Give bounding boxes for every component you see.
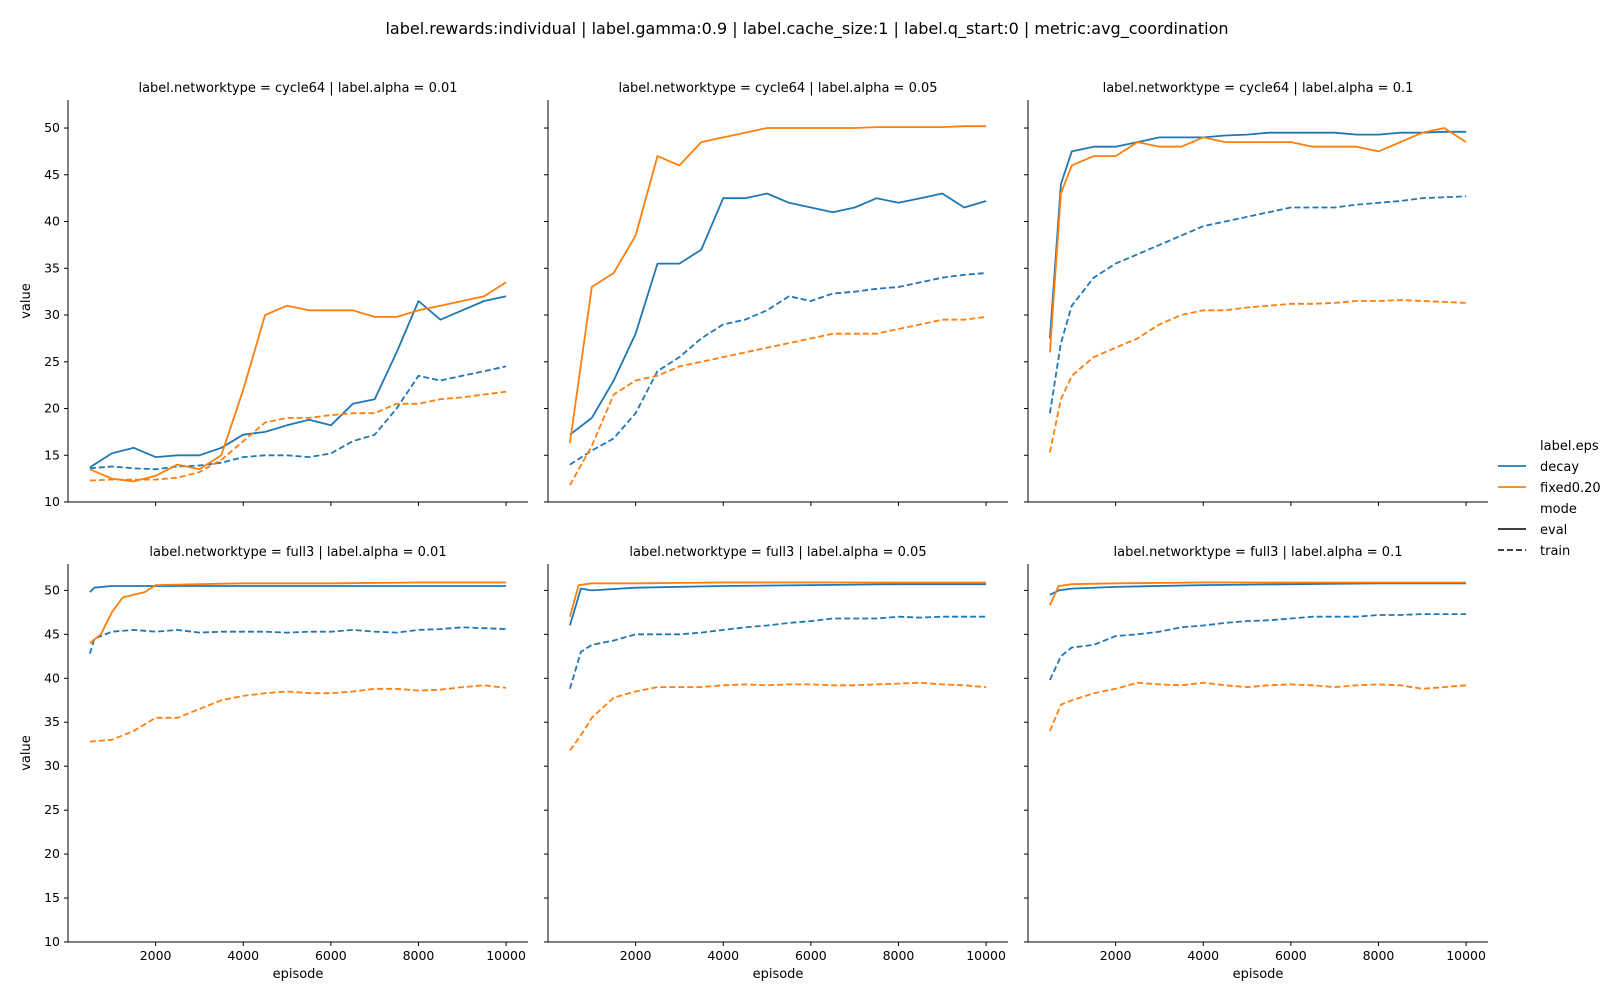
y-tick-label: 40 bbox=[44, 670, 60, 685]
series-line-fixed0-20-train bbox=[89, 390, 507, 482]
x-tick-label: 10000 bbox=[1446, 948, 1486, 963]
x-tick-label: 10000 bbox=[966, 948, 1006, 963]
legend: label.eps decay fixed0.20 mode eval train bbox=[1498, 439, 1601, 559]
y-tick-label: 10 bbox=[44, 934, 60, 949]
panel-title: label.networktype = full3 | label.alpha … bbox=[1114, 545, 1403, 560]
series-line-decay-eval bbox=[89, 585, 507, 593]
y-tick-label: 10 bbox=[44, 494, 60, 509]
series-line-decay-train bbox=[569, 615, 987, 690]
y-tick-label: 30 bbox=[44, 758, 60, 773]
x-tick-label: 4000 bbox=[707, 948, 739, 963]
series-line-fixed0-20-eval bbox=[1049, 127, 1467, 353]
legend-entry-label: decay bbox=[1540, 460, 1579, 475]
panel-1: label.networktype = cycle64 | label.alph… bbox=[19, 81, 528, 509]
y-axis-label: value bbox=[19, 735, 34, 771]
x-tick-label: 6000 bbox=[315, 948, 347, 963]
series-line-fixed0-20-eval bbox=[569, 125, 987, 444]
series-line-decay-train bbox=[569, 272, 987, 466]
x-tick-label: 6000 bbox=[1275, 948, 1307, 963]
y-tick-label: 40 bbox=[44, 214, 60, 229]
series-line-decay-train bbox=[89, 626, 507, 654]
x-tick-label: 4000 bbox=[1187, 948, 1219, 963]
x-tick-label: 4000 bbox=[227, 948, 259, 963]
series-line-decay-eval bbox=[569, 583, 987, 626]
panel-title: label.networktype = cycle64 | label.alph… bbox=[138, 81, 457, 96]
series-line-fixed0-20-train bbox=[569, 681, 987, 751]
y-tick-label: 45 bbox=[44, 626, 60, 641]
x-tick-label: 2000 bbox=[140, 948, 172, 963]
series-line-fixed0-20-train bbox=[569, 316, 987, 486]
series-line-decay-train bbox=[1049, 195, 1467, 414]
y-tick-label: 15 bbox=[44, 447, 60, 462]
series-line-decay-eval bbox=[569, 192, 987, 436]
series-line-decay-train bbox=[89, 365, 507, 471]
panel-title: label.networktype = full3 | label.alpha … bbox=[149, 545, 446, 560]
panel-title: label.networktype = cycle64 | label.alph… bbox=[1103, 81, 1414, 96]
y-tick-label: 50 bbox=[44, 582, 60, 597]
y-tick-label: 35 bbox=[44, 714, 60, 729]
panel-5: label.networktype = full3 | label.alpha … bbox=[544, 545, 1008, 982]
series-line-fixed0-20-train bbox=[1049, 681, 1467, 732]
panel-6: label.networktype = full3 | label.alpha … bbox=[1024, 545, 1488, 982]
x-tick-label: 8000 bbox=[1363, 948, 1395, 963]
y-axis-label: value bbox=[19, 283, 34, 319]
legend-entry-label: fixed0.20 bbox=[1540, 481, 1601, 496]
y-tick-label: 20 bbox=[44, 846, 60, 861]
series-line-fixed0-20-eval bbox=[569, 581, 987, 617]
series-line-fixed0-20-train bbox=[89, 684, 507, 743]
series-line-fixed0-20-eval bbox=[89, 281, 507, 483]
x-tick-label: 6000 bbox=[795, 948, 827, 963]
legend-entry-label: train bbox=[1540, 544, 1570, 559]
x-axis-label: episode bbox=[1233, 967, 1284, 982]
series-line-decay-eval bbox=[1049, 130, 1467, 339]
panel-3: label.networktype = cycle64 | label.alph… bbox=[1024, 81, 1488, 506]
x-tick-label: 10000 bbox=[486, 948, 526, 963]
series-line-decay-train bbox=[1049, 613, 1467, 681]
y-tick-label: 20 bbox=[44, 401, 60, 416]
panel-4: label.networktype = full3 | label.alpha … bbox=[19, 545, 528, 982]
y-tick-label: 45 bbox=[44, 167, 60, 182]
y-tick-label: 25 bbox=[44, 802, 60, 817]
legend-entry-label: eval bbox=[1540, 523, 1567, 538]
series-line-fixed0-20-train bbox=[1049, 299, 1467, 453]
panel-title: label.networktype = full3 | label.alpha … bbox=[629, 545, 926, 560]
x-axis-label: episode bbox=[753, 967, 804, 982]
y-tick-label: 30 bbox=[44, 307, 60, 322]
x-axis-label: episode bbox=[273, 967, 324, 982]
panel-2: label.networktype = cycle64 | label.alph… bbox=[544, 81, 1008, 506]
x-tick-label: 8000 bbox=[403, 948, 435, 963]
x-tick-label: 8000 bbox=[883, 948, 915, 963]
x-tick-label: 2000 bbox=[620, 948, 652, 963]
y-tick-label: 35 bbox=[44, 260, 60, 275]
series-line-decay-eval bbox=[1049, 582, 1467, 596]
legend-style-title: mode bbox=[1540, 502, 1577, 517]
series-line-fixed0-20-eval bbox=[89, 581, 507, 644]
panels: label.networktype = cycle64 | label.alph… bbox=[19, 81, 1488, 982]
series-line-decay-eval bbox=[89, 295, 507, 469]
figure-suptitle: label.rewards:individual | label.gamma:0… bbox=[385, 19, 1228, 39]
x-tick-label: 2000 bbox=[1100, 948, 1132, 963]
y-tick-label: 25 bbox=[44, 354, 60, 369]
legend-hue-title: label.eps bbox=[1540, 439, 1599, 454]
panel-title: label.networktype = cycle64 | label.alph… bbox=[618, 81, 937, 96]
y-tick-label: 15 bbox=[44, 890, 60, 905]
series-line-fixed0-20-eval bbox=[1049, 581, 1467, 606]
y-tick-label: 50 bbox=[44, 120, 60, 135]
